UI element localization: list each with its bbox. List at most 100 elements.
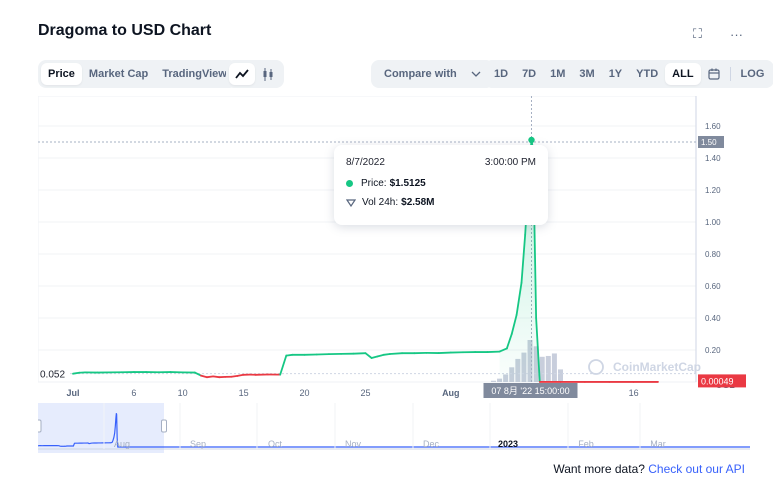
navigator-left-handle — [35, 419, 42, 433]
range-ytd[interactable]: YTD — [636, 68, 659, 80]
price-line-segment — [505, 333, 513, 350]
range-1y[interactable]: 1Y — [608, 68, 623, 80]
price-dot-icon — [346, 180, 353, 187]
y-tick-label: 1.20 — [705, 186, 721, 195]
price-line-segment — [498, 347, 508, 353]
y-tick-label: 0.40 — [705, 314, 721, 323]
volume-bar — [490, 380, 496, 382]
crosshair-date-label: 07 8月 '22 15:00:00 — [491, 386, 569, 396]
compare-with-button[interactable]: Compare with — [374, 63, 491, 85]
watermark-text: CoinMarketCap — [613, 360, 701, 374]
metric-tabs: Price Market Cap TradingView — [38, 60, 237, 88]
last-price-badge — [698, 374, 746, 388]
navigator-line — [37, 413, 750, 448]
hover-price-badge — [698, 136, 724, 148]
price-line-segment — [285, 353, 294, 357]
range-navigator[interactable]: Aug Sep Oct Nov Dec 2023 Feb Mar — [35, 403, 750, 453]
chart-type-toggle — [226, 60, 284, 88]
calendar-icon[interactable] — [701, 63, 727, 85]
hover-price-label: 1.50 — [701, 138, 717, 147]
time-range-selector: 1D 7D 1M 3M 1Y YTD ALL LOG — [484, 60, 773, 88]
api-link[interactable]: Check out our API — [648, 462, 745, 476]
compare-dropdown[interactable]: Compare with — [371, 60, 494, 88]
price-line-segment — [200, 374, 208, 379]
volume-bar — [558, 369, 563, 382]
price-line-segment — [388, 352, 403, 355]
range-7d[interactable]: 7D — [522, 68, 537, 80]
volume-bar — [551, 353, 557, 382]
price-line-segment — [72, 371, 80, 375]
page-title: Dragoma to USD Chart — [38, 22, 212, 39]
price-line-segment — [236, 373, 245, 377]
x-tick-label: Jul — [66, 388, 79, 398]
price-chart-svg[interactable]: 0.20 0.40 0.60 0.80 1.00 1.20 1.40 1.60 Jul 6 10 15… — [37, 95, 750, 406]
price-line-segment — [535, 317, 541, 383]
navigator-tick-label: Feb — [578, 439, 594, 449]
tab-market-cap[interactable]: Market Cap — [88, 68, 149, 80]
navigator-tick-label: Mar — [650, 439, 666, 449]
y-tick-label: 0.80 — [705, 250, 721, 259]
price-chart[interactable]: 0.20 0.40 0.60 0.80 1.00 1.20 1.40 1.60 Jul 6 10 15… — [37, 95, 750, 406]
log-scale-toggle[interactable]: LOG — [740, 68, 765, 80]
candlestick-icon[interactable] — [255, 63, 281, 85]
navigator-tick-label: Oct — [268, 439, 283, 449]
price-tooltip: 8/7/2022 3:00:00 PM Price: $1.5125 Vol 2… — [334, 145, 548, 225]
coinmarketcap-logo-icon — [588, 359, 604, 375]
price-line-segment — [520, 233, 527, 284]
x-tick-label: 15 — [239, 388, 249, 398]
range-3m[interactable]: 3M — [579, 68, 595, 80]
chart-toolbar: Price Market Cap TradingView Compare wit… — [38, 60, 773, 90]
price-line-segment — [370, 355, 379, 359]
plot-frame — [37, 95, 697, 383]
toolbar-divider — [729, 67, 731, 81]
fullscreen-icon[interactable]: ⛶ — [692, 26, 702, 41]
price-line-segment — [230, 375, 239, 378]
tooltip-vol-value: $2.58M — [401, 197, 435, 208]
navigator-tick-label: Nov — [345, 439, 362, 449]
price-line-segment — [510, 313, 518, 335]
range-1m[interactable]: 1M — [550, 68, 566, 80]
chevron-down-icon — [471, 71, 481, 77]
tooltip-price-value: $1.5125 — [389, 178, 426, 189]
y-tick-label: 0.60 — [705, 282, 721, 291]
y-tick-label: 1.60 — [705, 122, 721, 131]
volume-bar — [539, 356, 545, 382]
tooltip-time: 3:00:00 PM — [484, 157, 536, 168]
price-line-segment — [279, 354, 288, 376]
x-tick-label: 20 — [300, 388, 310, 398]
x-tick-label: Aug — [442, 388, 460, 398]
last-price-label: 0.00049 — [701, 376, 734, 386]
hover-point — [528, 136, 535, 144]
x-tick-label: 16 — [629, 388, 639, 398]
price-line-segment — [382, 353, 391, 356]
price-line-segment — [376, 353, 385, 358]
price-line-segment — [212, 375, 221, 379]
navigator-tick-label: Sep — [190, 439, 206, 449]
navigator-tick-label: Dec — [423, 439, 440, 449]
navigator-right-handle — [161, 419, 167, 433]
tab-price[interactable]: Price — [41, 63, 82, 85]
range-navigator-svg[interactable]: Aug Sep Oct Nov Dec 2023 Feb Mar — [35, 403, 750, 453]
tooltip-price-label: Price: — [361, 178, 387, 189]
volume-bar — [545, 355, 551, 382]
y-tick-label: 1.00 — [705, 218, 721, 227]
tooltip-vol-label: Vol 24h: — [362, 197, 399, 208]
y-tick-label: 1.40 — [705, 154, 721, 163]
navigator-tick-label: Aug — [114, 439, 130, 449]
price-line-segment — [364, 352, 373, 359]
crosshair-date-badge — [483, 383, 578, 398]
more-options-icon[interactable]: ··· — [730, 26, 743, 42]
tab-tradingview[interactable]: TradingView — [162, 68, 227, 80]
line-chart-icon[interactable] — [229, 63, 255, 85]
compare-label: Compare with — [384, 68, 457, 80]
range-all[interactable]: ALL — [665, 63, 701, 85]
price-line-segment — [515, 281, 523, 316]
x-tick-label: 10 — [178, 388, 188, 398]
open-price-label: 0.052 — [40, 370, 65, 381]
range-1d[interactable]: 1D — [494, 68, 509, 80]
price-line-segment — [206, 375, 215, 379]
navigator-tick-label: 2023 — [498, 439, 518, 449]
navigator-selection — [38, 403, 164, 453]
footer-text: Want more data? — [553, 462, 645, 476]
tooltip-date: 8/7/2022 — [346, 157, 385, 168]
